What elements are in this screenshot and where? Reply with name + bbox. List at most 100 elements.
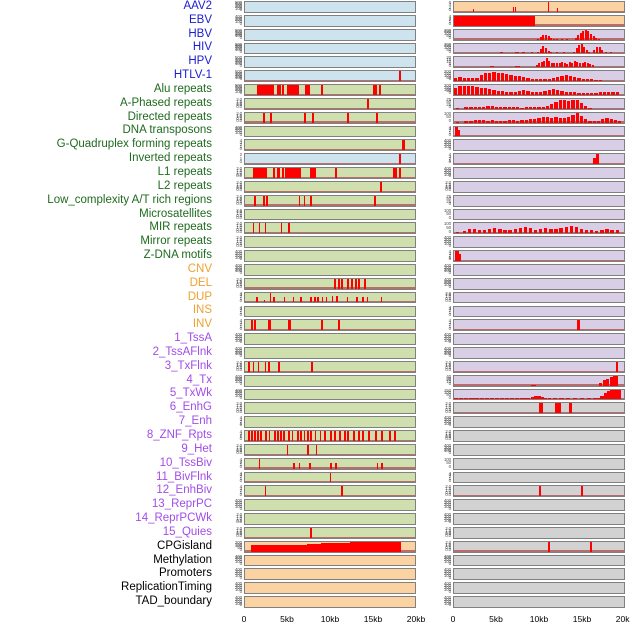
y-tick-label: 2.0 xyxy=(236,235,242,241)
y-tick-label: 300 xyxy=(443,347,451,353)
signal-bar xyxy=(579,228,584,234)
signal-bar xyxy=(530,91,534,95)
y-tick-label: 400 xyxy=(443,553,451,559)
y-tick-label: 1.5 xyxy=(236,361,242,367)
signal-bar xyxy=(303,195,306,206)
signal-bar xyxy=(581,92,585,95)
y-tick-label: 0 xyxy=(448,145,452,151)
y-tick-label: 3 xyxy=(448,306,452,312)
signal-bar xyxy=(585,79,590,82)
y-tick-label: 2.0 xyxy=(236,442,242,448)
y-tick-label: 0 xyxy=(448,104,452,110)
signal-bar xyxy=(539,91,543,95)
y-tick-label: 300 xyxy=(234,583,242,589)
y-tick-label: 3 xyxy=(239,486,243,492)
y-tick-label: 0 xyxy=(448,270,452,276)
y-tick-label: 1 xyxy=(448,157,452,163)
signal-bar xyxy=(296,431,299,441)
baseline xyxy=(245,536,415,538)
track-panel-right-htlv-1 xyxy=(453,70,625,83)
y-tick-label: 2.0 xyxy=(236,179,242,185)
signal-bar xyxy=(512,6,514,12)
y-tick-label: 200 xyxy=(443,27,451,33)
track-panel-left-replicationtiming xyxy=(244,582,416,595)
track-label-column: AAV2 EBV HBV HIV HPV HTLV-1 Alu repeats A-Phase… xyxy=(0,0,212,630)
signal-bar xyxy=(489,66,494,68)
signal-bar xyxy=(573,398,578,400)
signal-bar xyxy=(458,130,461,137)
y-tick-label: 300 xyxy=(234,555,242,561)
y-tick-label: 4 xyxy=(448,318,452,324)
signal-bar xyxy=(522,77,526,82)
x-tick-label: 20kb xyxy=(406,614,426,624)
track-panel-right-6-enhg xyxy=(453,402,625,415)
y-tick-label: 100 xyxy=(234,268,242,274)
y-tick-label: 30 xyxy=(446,375,451,381)
signal-bar xyxy=(392,168,397,178)
y-tick-label: 4 xyxy=(239,456,243,462)
signal-bar xyxy=(486,120,490,123)
y-tick-label: 0 xyxy=(239,34,243,40)
signal-bar xyxy=(321,297,323,303)
signal-bar xyxy=(511,120,516,123)
y-tick-label: 100 xyxy=(443,31,451,37)
x-tick-label: 5kb xyxy=(489,614,503,624)
y-tick-label: 2.0 xyxy=(236,525,242,531)
signal-bar xyxy=(598,79,602,82)
baseline xyxy=(245,121,415,123)
y-tick-label: 300 xyxy=(443,140,451,146)
signal-bar xyxy=(516,107,520,109)
baseline xyxy=(454,135,624,137)
y-tick-label: 0.0 xyxy=(236,533,242,539)
y-tick-label: 400 xyxy=(234,124,242,130)
signal-bar xyxy=(564,75,568,82)
y-tick-label: 2.0 xyxy=(236,96,242,102)
signal-bar xyxy=(341,486,343,497)
signal-bar xyxy=(513,75,517,82)
signal-bar xyxy=(324,431,326,441)
y-tick-label: 100 xyxy=(443,448,451,454)
y-tick-label: 200 xyxy=(234,17,242,23)
signal-bar xyxy=(482,106,486,109)
signal-bar xyxy=(573,92,577,95)
signal-bar xyxy=(537,396,541,400)
y-tick-label: 100 xyxy=(443,221,451,227)
signal-bar xyxy=(556,63,559,68)
y-tick-label: 4 xyxy=(448,2,452,8)
signal-bar xyxy=(539,78,543,82)
signal-bar xyxy=(279,431,282,441)
y-tick-label: 150 xyxy=(443,387,451,393)
signal-bar xyxy=(277,431,280,441)
signal-bar xyxy=(499,106,503,109)
signal-bar xyxy=(554,116,558,123)
track-panel-left-aav2 xyxy=(244,1,416,13)
signal-bar xyxy=(596,397,601,400)
signal-bar xyxy=(598,92,602,95)
y-tick-label: 0 xyxy=(239,325,243,331)
y-tick-label: 200 xyxy=(443,335,451,341)
signal-bar xyxy=(499,121,503,123)
y-tick-label: 50 xyxy=(446,46,451,52)
y-tick-label: 0.0 xyxy=(236,519,242,525)
y-tick-label: 0.0 xyxy=(445,297,451,303)
signal-bar xyxy=(543,60,546,68)
y-tick-label: 100 xyxy=(234,33,242,39)
y-tick-label: 0.5 xyxy=(236,531,242,537)
signal-bar xyxy=(581,78,585,82)
y-tick-label: 0 xyxy=(239,145,243,151)
track-panel-left-mirror-repeats xyxy=(244,236,416,249)
signal-bar xyxy=(574,227,579,234)
signal-bar xyxy=(464,398,469,400)
signal-bar xyxy=(575,100,579,109)
track-panel-right-l1-repeats xyxy=(453,167,625,179)
y-tick-label: 2.0 xyxy=(236,110,242,116)
track-panel-right-10-tssbiv xyxy=(453,457,625,470)
y-tick-label: 300 xyxy=(234,85,242,91)
track-label-4-tx: 4_Tx xyxy=(186,373,212,386)
y-tick-label: 1.0 xyxy=(236,363,242,369)
track-label-5-txwk: 5_TxWk xyxy=(169,387,212,400)
y-tick-label: 1.5 xyxy=(445,181,451,187)
track-panel-left-hpv xyxy=(244,56,416,69)
signal-bar xyxy=(548,2,550,12)
signal-bar xyxy=(581,62,584,68)
